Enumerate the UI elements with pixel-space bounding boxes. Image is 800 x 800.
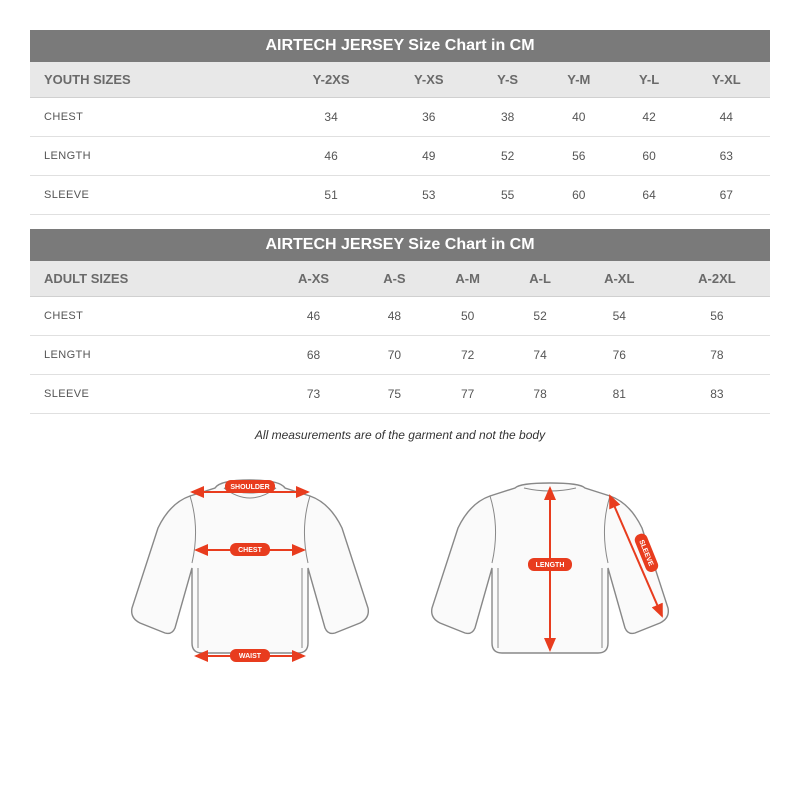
waist-label: WAIST bbox=[239, 653, 262, 660]
table-row: SLEEVE 51 53 55 60 64 67 bbox=[30, 176, 770, 215]
cell: 68 bbox=[268, 336, 359, 375]
chest-label: CHEST bbox=[238, 547, 262, 554]
cell: 76 bbox=[575, 336, 664, 375]
cell: 63 bbox=[683, 137, 770, 176]
adult-size-table: ADULT SIZES A-XS A-S A-M A-L A-XL A-2XL … bbox=[30, 261, 770, 414]
cell: 40 bbox=[542, 98, 616, 137]
row-label: LENGTH bbox=[30, 336, 268, 375]
back-diagram: LENGTH SLEEVE bbox=[420, 458, 680, 668]
front-diagram: SHOULDER CHEST WAIST bbox=[120, 458, 380, 668]
youth-col-2: Y-S bbox=[473, 62, 542, 98]
cell: 44 bbox=[683, 98, 770, 137]
table-row: LENGTH 46 49 52 56 60 63 bbox=[30, 137, 770, 176]
cell: 50 bbox=[430, 297, 506, 336]
cell: 36 bbox=[384, 98, 473, 137]
table-row: CHEST 34 36 38 40 42 44 bbox=[30, 98, 770, 137]
adult-header-label: ADULT SIZES bbox=[30, 261, 268, 297]
adult-col-2: A-M bbox=[430, 261, 506, 297]
cell: 48 bbox=[359, 297, 430, 336]
cell: 70 bbox=[359, 336, 430, 375]
youth-size-table: YOUTH SIZES Y-2XS Y-XS Y-S Y-M Y-L Y-XL … bbox=[30, 62, 770, 215]
cell: 74 bbox=[506, 336, 575, 375]
cell: 52 bbox=[506, 297, 575, 336]
cell: 51 bbox=[278, 176, 384, 215]
adult-col-5: A-2XL bbox=[664, 261, 770, 297]
table-row: LENGTH 68 70 72 74 76 78 bbox=[30, 336, 770, 375]
length-label: LENGTH bbox=[536, 562, 565, 569]
cell: 81 bbox=[575, 375, 664, 414]
cell: 34 bbox=[278, 98, 384, 137]
cell: 56 bbox=[664, 297, 770, 336]
youth-col-4: Y-L bbox=[616, 62, 683, 98]
youth-col-0: Y-2XS bbox=[278, 62, 384, 98]
youth-header-label: YOUTH SIZES bbox=[30, 62, 278, 98]
adult-col-3: A-L bbox=[506, 261, 575, 297]
cell: 46 bbox=[278, 137, 384, 176]
cell: 78 bbox=[506, 375, 575, 414]
youth-chart-title: AIRTECH JERSEY Size Chart in CM bbox=[30, 30, 770, 62]
row-label: SLEEVE bbox=[30, 375, 268, 414]
cell: 64 bbox=[616, 176, 683, 215]
cell: 42 bbox=[616, 98, 683, 137]
garment-diagrams: SHOULDER CHEST WAIST LENGTH bbox=[30, 458, 770, 668]
adult-col-1: A-S bbox=[359, 261, 430, 297]
table-row: SLEEVE 73 75 77 78 81 83 bbox=[30, 375, 770, 414]
cell: 46 bbox=[268, 297, 359, 336]
cell: 67 bbox=[683, 176, 770, 215]
cell: 77 bbox=[430, 375, 506, 414]
table-row: CHEST 46 48 50 52 54 56 bbox=[30, 297, 770, 336]
youth-col-1: Y-XS bbox=[384, 62, 473, 98]
row-label: CHEST bbox=[30, 297, 268, 336]
row-label: CHEST bbox=[30, 98, 278, 137]
cell: 72 bbox=[430, 336, 506, 375]
cell: 55 bbox=[473, 176, 542, 215]
cell: 75 bbox=[359, 375, 430, 414]
row-label: LENGTH bbox=[30, 137, 278, 176]
adult-chart-title: AIRTECH JERSEY Size Chart in CM bbox=[30, 229, 770, 261]
adult-col-4: A-XL bbox=[575, 261, 664, 297]
youth-col-3: Y-M bbox=[542, 62, 616, 98]
youth-col-5: Y-XL bbox=[683, 62, 770, 98]
adult-col-0: A-XS bbox=[268, 261, 359, 297]
cell: 83 bbox=[664, 375, 770, 414]
cell: 56 bbox=[542, 137, 616, 176]
cell: 60 bbox=[616, 137, 683, 176]
shoulder-label: SHOULDER bbox=[230, 484, 269, 491]
measurement-note: All measurements are of the garment and … bbox=[30, 428, 770, 442]
cell: 78 bbox=[664, 336, 770, 375]
cell: 38 bbox=[473, 98, 542, 137]
cell: 49 bbox=[384, 137, 473, 176]
cell: 60 bbox=[542, 176, 616, 215]
cell: 73 bbox=[268, 375, 359, 414]
cell: 52 bbox=[473, 137, 542, 176]
cell: 53 bbox=[384, 176, 473, 215]
row-label: SLEEVE bbox=[30, 176, 278, 215]
cell: 54 bbox=[575, 297, 664, 336]
